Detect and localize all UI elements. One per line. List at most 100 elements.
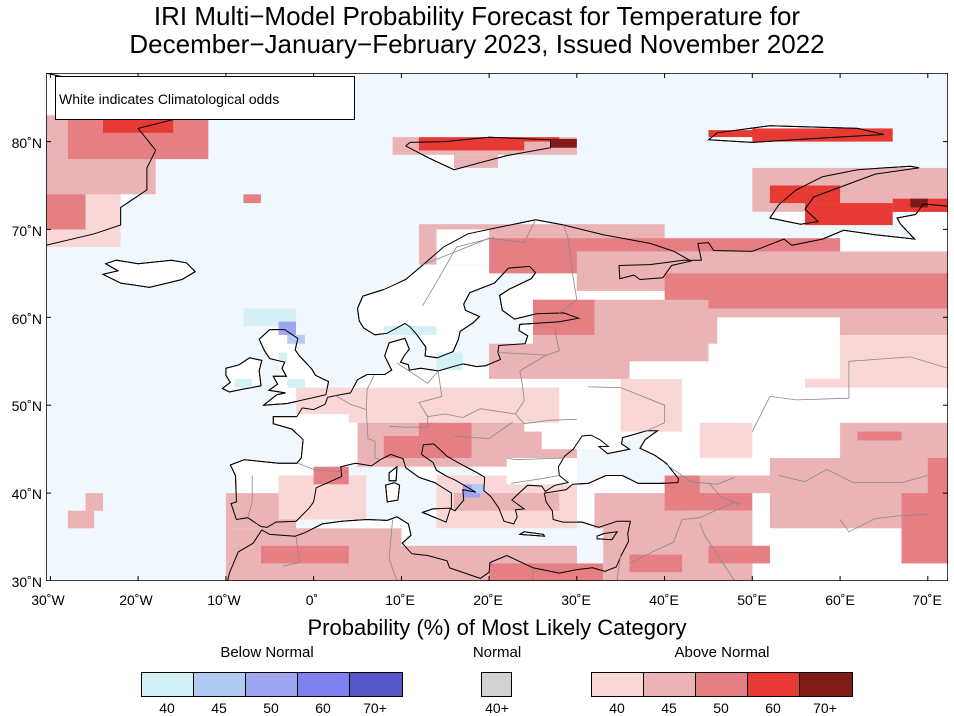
above-normal-area-9 <box>550 138 577 148</box>
lat-label-70n: 70˚N <box>11 223 42 239</box>
above-normal-swatch-60 <box>748 673 800 696</box>
above-normal-level-60: 60 <box>765 700 781 716</box>
below-normal-colorbar <box>141 672 403 697</box>
above-normal-area-4 <box>46 194 86 230</box>
country-border-6 <box>396 362 443 417</box>
below-normal-swatch-60 <box>298 673 350 696</box>
forecast-map <box>46 73 948 581</box>
normal-colorbar <box>481 672 512 697</box>
lon-label-40e: 40˚E <box>649 592 679 608</box>
climatological-area-5 <box>296 414 349 441</box>
country-border-8 <box>453 421 514 440</box>
lat-label-60n: 60˚N <box>11 311 42 327</box>
legend-title: Probability (%) of Most Likely Category <box>307 615 687 640</box>
ireland-coastline <box>221 357 263 393</box>
lon-label-30w: 30˚W <box>31 592 65 608</box>
below-normal-area-1 <box>278 321 296 335</box>
above-normal-colorbar <box>591 672 853 697</box>
above-normal-area-35 <box>454 493 560 511</box>
below-normal-label: Below Normal <box>220 644 314 661</box>
below-normal-area-3 <box>278 352 288 362</box>
above-normal-level-50: 50 <box>713 700 729 716</box>
country-border-27 <box>778 468 928 484</box>
above-normal-swatch-50 <box>696 673 748 696</box>
country-border-25 <box>282 537 301 567</box>
lon-label-10e: 10˚E <box>385 592 415 608</box>
above-normal-area-49 <box>857 431 902 441</box>
country-border-20 <box>682 501 740 520</box>
above-normal-area-44 <box>629 554 683 573</box>
above-normal-area-45 <box>708 545 770 564</box>
map-title-line-2: December−January−February 2023, Issued N… <box>129 29 825 59</box>
lon-label-50e: 50˚E <box>737 592 767 608</box>
normal-label: Normal <box>472 644 522 661</box>
climatological-odds-note: White indicates Climatological odds <box>55 76 355 120</box>
above-normal-label: Above Normal <box>674 644 770 661</box>
sicily-coastline <box>422 507 452 523</box>
novaya-zemlya-coastline <box>769 165 920 225</box>
below-normal-area-2 <box>287 334 305 344</box>
above-normal-area-14 <box>769 185 841 204</box>
lon-label-10w: 10˚W <box>207 592 241 608</box>
lat-label-40n: 40˚N <box>11 486 42 502</box>
above-normal-area-25 <box>533 299 595 335</box>
above-normal-area-7 <box>418 137 525 151</box>
below-normal-level-45: 45 <box>211 700 227 716</box>
axis-ticks <box>46 73 948 581</box>
country-border-1 <box>247 475 253 518</box>
climatological-area-0 <box>717 317 840 379</box>
country-border-12 <box>497 327 560 356</box>
below-normal-level-70: 70+ <box>363 700 387 716</box>
above-normal-area-33 <box>313 466 349 485</box>
country-border-21 <box>629 519 683 564</box>
map-title-line-1: IRI Multi−Model Probability Forecast for… <box>153 1 801 31</box>
country-border-19 <box>751 356 948 432</box>
above-normal-swatch-40 <box>592 673 644 696</box>
above-normal-area-51 <box>927 458 948 494</box>
country-border-26 <box>708 482 740 505</box>
below-normal-area-7 <box>471 484 485 494</box>
above-normal-area-29 <box>418 422 472 450</box>
above-normal-area-47 <box>796 458 928 494</box>
franz-josef-land-coastline <box>708 125 885 143</box>
above-normal-area-12 <box>708 130 770 138</box>
above-normal-area-5 <box>243 194 261 204</box>
above-normal-level-40: 40 <box>609 700 625 716</box>
above-normal-swatch-45 <box>644 673 696 696</box>
below-normal-swatch-40 <box>142 673 194 696</box>
crete-coastline <box>519 531 546 537</box>
above-normal-area-8 <box>497 137 560 142</box>
lon-label-60e: 60˚E <box>825 592 855 608</box>
country-border-15 <box>559 224 578 314</box>
lat-label-80n: 80˚N <box>11 135 42 151</box>
above-normal-area-50 <box>901 493 948 564</box>
country-border-9 <box>506 457 565 461</box>
above-normal-area-40 <box>261 545 349 564</box>
country-border-24 <box>388 519 398 581</box>
lon-label-20e: 20˚E <box>473 592 503 608</box>
lon-label-30e: 30˚E <box>561 592 591 608</box>
continent-coastline <box>227 203 948 581</box>
svalbard-coastline <box>405 136 551 171</box>
above-normal-area-52 <box>699 422 753 458</box>
iceland-coastline <box>101 259 197 288</box>
above-normal-swatch-70 <box>800 673 852 696</box>
cyprus-coastline <box>596 531 619 541</box>
corsica-coastline <box>388 465 398 482</box>
country-border-28 <box>839 513 928 533</box>
country-border-11 <box>515 370 525 415</box>
above-normal-area-56 <box>67 510 95 529</box>
above-normal-area-11 <box>752 128 893 142</box>
below-normal-level-40: 40 <box>159 700 175 716</box>
country-borders <box>247 219 948 581</box>
country-border-14 <box>588 386 665 432</box>
great-britain-coastline <box>258 329 330 406</box>
country-border-0 <box>297 462 342 473</box>
above-normal-area-17 <box>910 198 928 208</box>
forecast-map-canvas <box>46 73 948 581</box>
country-border-5 <box>389 413 463 428</box>
sardinia-coastline <box>385 482 401 503</box>
country-border-10 <box>510 475 560 484</box>
climatological-area-6 <box>541 422 612 450</box>
below-normal-swatch-70 <box>350 673 402 696</box>
